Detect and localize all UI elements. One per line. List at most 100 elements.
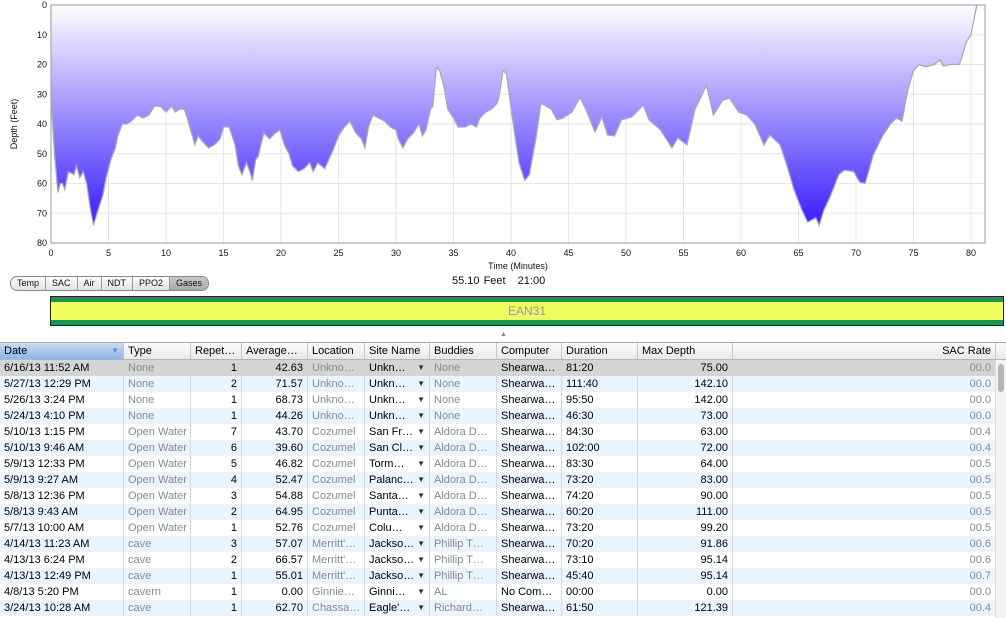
table-row[interactable]: 4/13/13 12:49 PM cave 1 55.01 Merritt'… Jacks… bbox=[0, 568, 1006, 584]
dropdown-arrow-icon[interactable]: ▼ bbox=[417, 363, 425, 372]
cell-site-name[interactable]: Colu… ▼ bbox=[365, 520, 430, 536]
cell-location: Cozumel bbox=[308, 504, 365, 520]
cell-date: 4/13/13 6:24 PM bbox=[0, 552, 124, 568]
cell-computer: Shearwa… bbox=[497, 520, 562, 536]
dropdown-arrow-icon[interactable]: ▼ bbox=[417, 507, 425, 516]
cell-site-name[interactable]: Unkn… ▼ bbox=[365, 360, 430, 376]
graph-tab-air[interactable]: Air bbox=[78, 277, 102, 290]
cell-average-depth: 66.57 bbox=[242, 552, 308, 568]
cell-duration: 00:00 bbox=[562, 584, 638, 600]
table-row[interactable]: 4/13/13 6:24 PM cave 2 66.57 Merritt'… Jackso… bbox=[0, 552, 1006, 568]
dropdown-arrow-icon[interactable]: ▼ bbox=[417, 475, 425, 484]
cell-site-name[interactable]: Jackso… ▼ bbox=[365, 536, 430, 552]
cell-buddies: Phillip T… bbox=[430, 568, 497, 584]
cell-average-depth: 52.47 bbox=[242, 472, 308, 488]
graph-tab-ndt[interactable]: NDT bbox=[102, 277, 134, 290]
column-header-average-depth[interactable]: Average… bbox=[242, 343, 308, 359]
dropdown-arrow-icon[interactable]: ▼ bbox=[417, 555, 425, 564]
cell-site-name[interactable]: San Fr… ▼ bbox=[365, 424, 430, 440]
x-tick-label: 55 bbox=[678, 248, 688, 258]
column-header-repetitive[interactable]: Repet… bbox=[191, 343, 242, 359]
graph-tab-sac[interactable]: SAC bbox=[46, 277, 78, 290]
cell-text: Shearwa… bbox=[501, 394, 556, 406]
table-row[interactable]: 5/27/13 12:29 PM None 2 71.57 Unkno… Unkn… ▼ No… bbox=[0, 376, 1006, 392]
cell-text: 00.0 bbox=[969, 394, 991, 406]
cell-text: Richard… bbox=[434, 602, 483, 614]
dropdown-arrow-icon[interactable]: ▼ bbox=[417, 459, 425, 468]
column-header-computer[interactable]: Computer bbox=[497, 343, 562, 359]
cell-site-name[interactable]: Jackso… ▼ bbox=[365, 552, 430, 568]
cell-text: Colu… bbox=[369, 522, 403, 534]
cell-max-depth: 142.10 bbox=[638, 376, 733, 392]
cell-buddies: AL bbox=[430, 584, 497, 600]
table-row[interactable]: 5/26/13 3:24 PM None 1 68.73 Unkno… Unkn… ▼ Non… bbox=[0, 392, 1006, 408]
column-header-buddies[interactable]: Buddies bbox=[430, 343, 497, 359]
cell-location: Cozumel bbox=[308, 440, 365, 456]
cell-site-name[interactable]: Eagle'… ▼ bbox=[365, 600, 430, 616]
cell-text: Shearwa… bbox=[501, 474, 556, 486]
cell-text: 95.14 bbox=[700, 570, 728, 582]
column-header-sac-rate[interactable]: SAC Rate bbox=[733, 343, 996, 359]
table-row[interactable]: 5/7/13 10:00 AM Open Water 1 52.76 Cozumel Co… bbox=[0, 520, 1006, 536]
cell-site-name[interactable]: Unkn… ▼ bbox=[365, 408, 430, 424]
column-header-location[interactable]: Location bbox=[308, 343, 365, 359]
column-header-date[interactable]: Date ▼ bbox=[0, 343, 124, 359]
dropdown-arrow-icon[interactable]: ▼ bbox=[417, 395, 425, 404]
cell-site-name[interactable]: Jackso… ▼ bbox=[365, 568, 430, 584]
table-row[interactable]: 4/14/13 11:23 AM cave 3 57.07 Merritt'… Jacks… bbox=[0, 536, 1006, 552]
table-row[interactable]: 5/10/13 9:46 AM Open Water 6 39.60 Cozumel Sa… bbox=[0, 440, 1006, 456]
cell-site-name[interactable]: Unkn… ▼ bbox=[365, 392, 430, 408]
cell-duration: 70:20 bbox=[562, 536, 638, 552]
column-header-type[interactable]: Type bbox=[124, 343, 191, 359]
cell-site-name[interactable]: Unkn… ▼ bbox=[365, 376, 430, 392]
cell-date: 3/24/13 10:28 AM bbox=[0, 600, 124, 616]
table-row[interactable]: 5/9/13 9:27 AM Open Water 4 52.47 Cozumel Pal… bbox=[0, 472, 1006, 488]
scrollbar-thumb[interactable] bbox=[998, 364, 1004, 392]
table-row[interactable]: 5/24/13 4:10 PM None 1 44.26 Unkno… Unkn… ▼ Non… bbox=[0, 408, 1006, 424]
table-row[interactable]: 5/8/13 9:43 AM Open Water 2 64.95 Cozumel Pun… bbox=[0, 504, 1006, 520]
dropdown-arrow-icon[interactable]: ▼ bbox=[417, 443, 425, 452]
cell-text: AL bbox=[434, 586, 448, 598]
cell-site-name[interactable]: San Cl… ▼ bbox=[365, 440, 430, 456]
table-row[interactable]: 3/24/13 10:28 AM cave 1 62.70 Chassa… Eagle'…… bbox=[0, 600, 1006, 616]
cell-type: Open Water bbox=[124, 472, 191, 488]
dropdown-arrow-icon[interactable]: ▼ bbox=[417, 539, 425, 548]
table-row[interactable]: 5/10/13 1:15 PM Open Water 7 43.70 Cozumel Sa… bbox=[0, 424, 1006, 440]
column-header-site-name[interactable]: Site Name bbox=[365, 343, 430, 359]
cell-text: Shearwa… bbox=[501, 522, 556, 534]
cell-text: Open Water bbox=[128, 458, 187, 470]
graph-type-segmented-control[interactable]: Temp SAC Air NDT PPO2 Gases bbox=[10, 276, 210, 291]
split-resize-handle[interactable]: ▲ bbox=[500, 331, 507, 338]
cell-text: cavern bbox=[128, 586, 162, 598]
vertical-scrollbar[interactable] bbox=[995, 360, 1006, 618]
cell-site-name[interactable]: Torm… ▼ bbox=[365, 456, 430, 472]
graph-tab-temp[interactable]: Temp bbox=[11, 277, 47, 290]
cell-average-depth: 54.88 bbox=[242, 488, 308, 504]
table-row[interactable]: 6/16/13 11:52 AM None 1 42.63 Unkno… Unkn… ▼ No… bbox=[0, 360, 1006, 376]
column-header-duration[interactable]: Duration bbox=[562, 343, 638, 359]
dropdown-arrow-icon[interactable]: ▼ bbox=[417, 603, 425, 612]
dropdown-arrow-icon[interactable]: ▼ bbox=[417, 411, 425, 420]
cell-site-name[interactable]: Santa… ▼ bbox=[365, 488, 430, 504]
table-row[interactable]: 5/9/13 12:33 PM Open Water 5 46.82 Cozumel To… bbox=[0, 456, 1006, 472]
graph-tab-gases[interactable]: Gases bbox=[170, 277, 209, 290]
dropdown-arrow-icon[interactable]: ▼ bbox=[417, 571, 425, 580]
dropdown-arrow-icon[interactable]: ▼ bbox=[417, 491, 425, 500]
graph-tab-ppo2[interactable]: PPO2 bbox=[133, 277, 171, 290]
dropdown-arrow-icon[interactable]: ▼ bbox=[417, 587, 425, 596]
cell-location: Merritt'… bbox=[308, 568, 365, 584]
table-row[interactable]: 5/8/13 12:36 PM Open Water 3 54.88 Cozumel Sa… bbox=[0, 488, 1006, 504]
cell-text: 4/13/13 6:24 PM bbox=[4, 554, 85, 566]
cell-text: 2 bbox=[230, 554, 237, 566]
cell-computer: Shearwa… bbox=[497, 504, 562, 520]
dropdown-arrow-icon[interactable]: ▼ bbox=[417, 379, 425, 388]
dropdown-arrow-icon[interactable]: ▼ bbox=[417, 523, 425, 532]
dropdown-arrow-icon[interactable]: ▼ bbox=[417, 427, 425, 436]
table-row[interactable]: 4/8/13 5:20 PM cavern 1 0.00 Ginnie… Ginni… ▼ A… bbox=[0, 584, 1006, 600]
cell-site-name[interactable]: Ginni… ▼ bbox=[365, 584, 430, 600]
cell-site-name[interactable]: Palanc… ▼ bbox=[365, 472, 430, 488]
cell-average-depth: 46.82 bbox=[242, 456, 308, 472]
cell-computer: Shearwa… bbox=[497, 440, 562, 456]
cell-site-name[interactable]: Punta… ▼ bbox=[365, 504, 430, 520]
column-header-max-depth[interactable]: Max Depth bbox=[638, 343, 733, 359]
